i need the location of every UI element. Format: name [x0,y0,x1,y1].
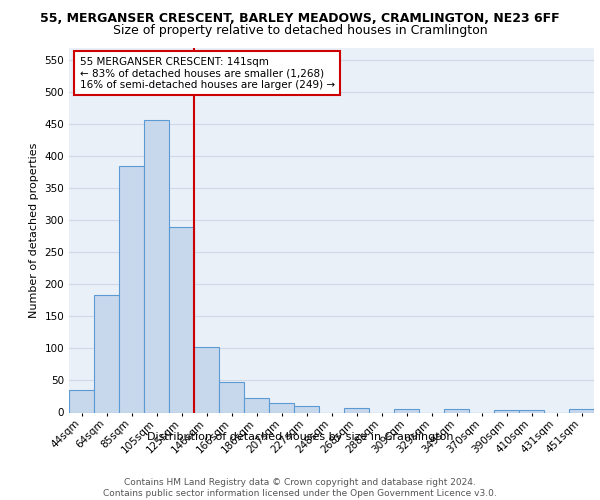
Bar [569,410,594,412]
Text: 55 MERGANSER CRESCENT: 141sqm
← 83% of detached houses are smaller (1,268)
16% o: 55 MERGANSER CRESCENT: 141sqm ← 83% of d… [79,56,335,90]
Y-axis label: Number of detached properties: Number of detached properties [29,142,39,318]
Bar [244,398,269,412]
Bar [444,410,469,412]
Bar [94,296,119,412]
Text: 55, MERGANSER CRESCENT, BARLEY MEADOWS, CRAMLINGTON, NE23 6FF: 55, MERGANSER CRESCENT, BARLEY MEADOWS, … [40,12,560,26]
Bar [394,408,419,412]
Bar [344,408,369,412]
Bar [119,166,144,412]
Bar [194,346,219,412]
Bar [219,382,244,412]
Text: Distribution of detached houses by size in Cramlington: Distribution of detached houses by size … [147,432,453,442]
Text: Size of property relative to detached houses in Cramlington: Size of property relative to detached ho… [113,24,487,37]
Bar [294,406,319,412]
Bar [69,390,94,412]
Bar [269,403,294,412]
Bar [494,410,519,412]
Bar [169,227,194,412]
Bar [144,120,169,412]
Text: Contains HM Land Registry data © Crown copyright and database right 2024.
Contai: Contains HM Land Registry data © Crown c… [103,478,497,498]
Bar [519,410,544,412]
